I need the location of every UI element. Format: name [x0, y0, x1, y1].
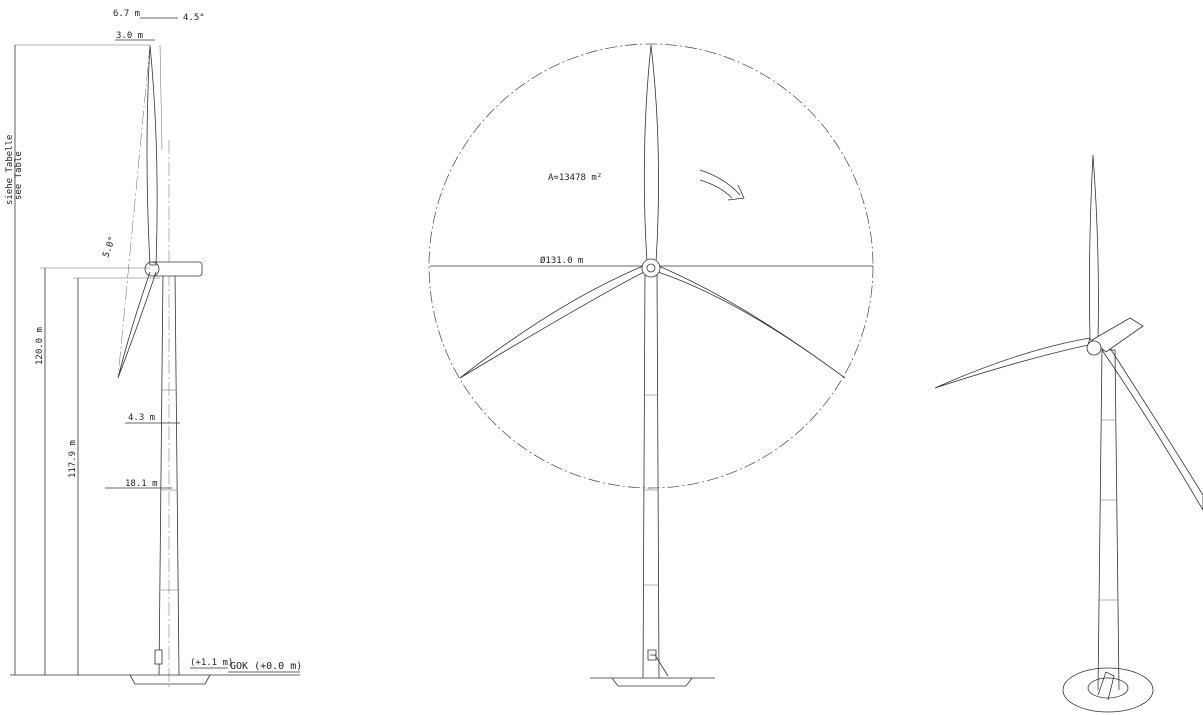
diameter-label: Ø131.0 m — [540, 255, 583, 266]
area-label: A=13478 m² — [548, 173, 602, 183]
dim-label: see Table — [14, 151, 24, 200]
dim-label: 117.9 m — [68, 440, 78, 478]
angle-label: 5.0° — [101, 235, 118, 259]
drawing: 6.7 m 4.5° 3.0 m siehe Tabelle see Table… — [0, 0, 1203, 715]
angle-label: 4.5° — [183, 13, 205, 23]
front-view: A=13478 m² Ø131.0 m — [429, 44, 873, 686]
dim-label: 6.7 m — [113, 9, 140, 19]
level-label: (+1.1 m) — [190, 658, 233, 668]
dim-label: 4.3 m — [128, 413, 155, 423]
dim-label: 120.0 m — [35, 327, 45, 365]
level-label: GOK (+0.0 m) — [230, 661, 302, 672]
side-view: 6.7 m 4.5° 3.0 m siehe Tabelle see Table… — [5, 9, 302, 690]
dim-label: 3.0 m — [116, 31, 143, 41]
perspective-view — [935, 155, 1203, 712]
dim-label: 18.1 m — [125, 479, 158, 489]
